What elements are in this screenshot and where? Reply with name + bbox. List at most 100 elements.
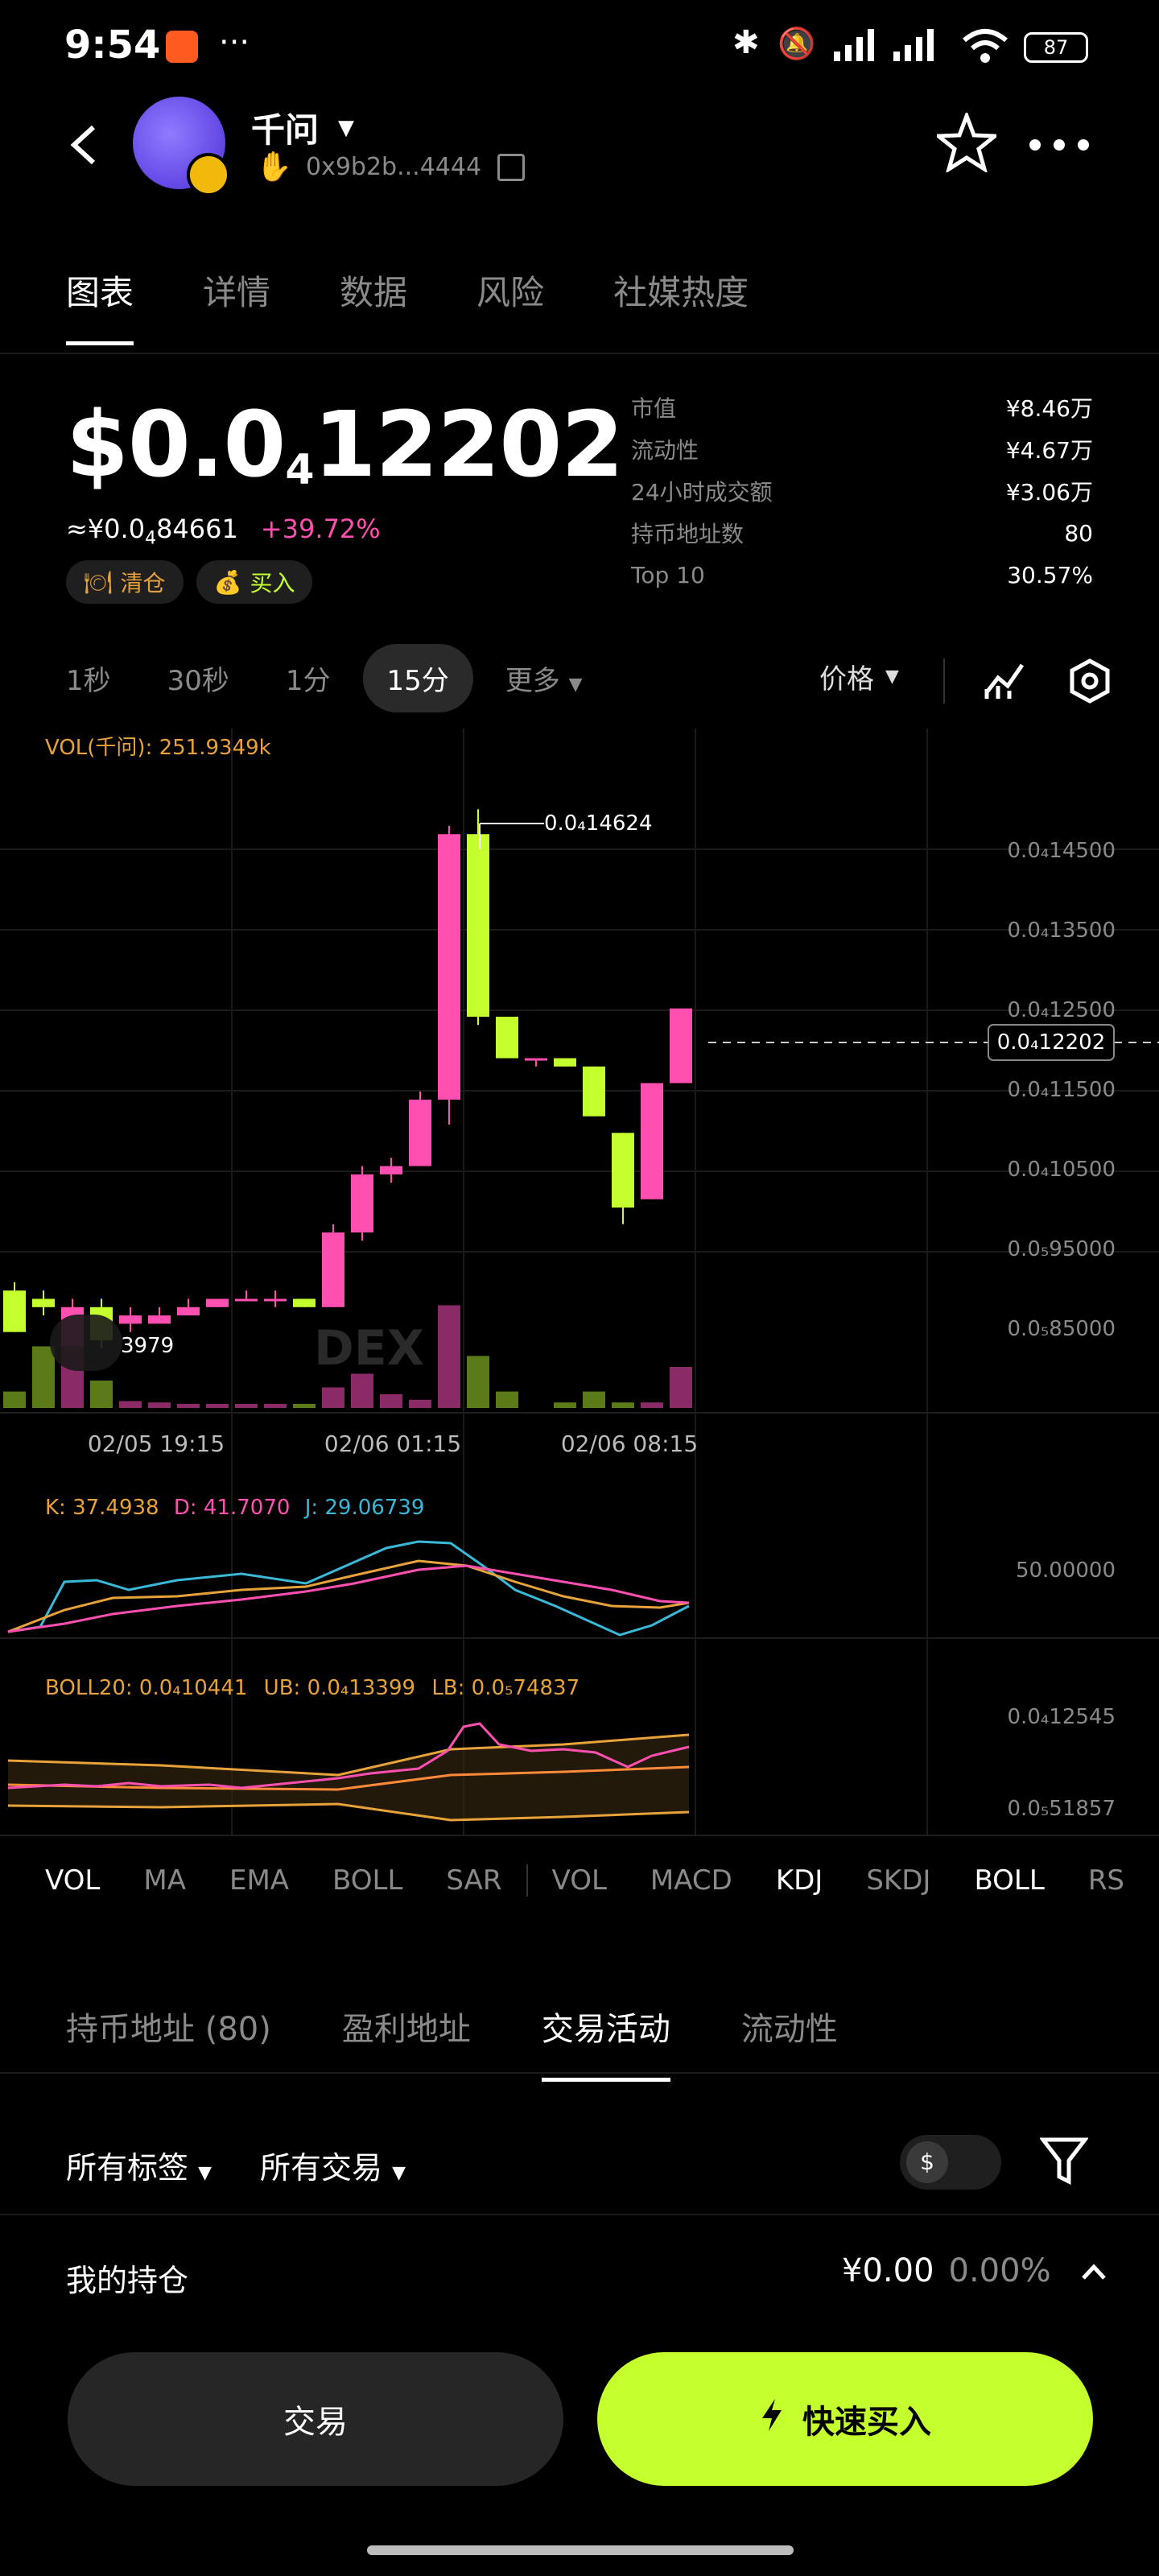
more-options-icon[interactable] [1027, 137, 1091, 156]
interval-1s[interactable]: 1秒 [66, 665, 111, 697]
copy-icon[interactable] [497, 153, 526, 181]
my-holding-value[interactable]: ¥0.00 0.00% [842, 2252, 1107, 2289]
hand-icon: ✋ [256, 151, 292, 184]
indicator-icon[interactable] [984, 660, 1027, 704]
tab-risk[interactable]: 风险 [476, 273, 545, 312]
vol-tick-label: 3979 [121, 1334, 174, 1358]
dollar-icon: $ [906, 2141, 948, 2183]
money-bag-icon: 💰 [213, 568, 242, 596]
clear-position-tag[interactable]: 🍽 清仓 [66, 560, 184, 604]
indicator-kdj[interactable]: KDJ [775, 1864, 823, 1897]
quick-buy-button[interactable]: 快速买入 [597, 2352, 1093, 2486]
y-axis-labels: 0.0₄14500 0.0₄13500 0.0₄12500 0.0₄11500 … [1008, 839, 1116, 1341]
candle-body [612, 1133, 634, 1208]
candles [3, 809, 692, 1365]
high-label: 0.0₄14624 [544, 811, 652, 836]
tab-social[interactable]: 社媒热度 [613, 273, 749, 312]
volume-bar [612, 1402, 634, 1408]
interval-15m[interactable]: 15分 [362, 644, 473, 712]
trade-button[interactable]: 交易 [68, 2352, 563, 2486]
stat-volume-24h: 24小时成交额 ¥3.06万 [631, 479, 1093, 506]
candle-body [177, 1307, 200, 1316]
y-tick: 0.0₄13500 [1008, 919, 1116, 943]
candle-body [467, 834, 489, 1017]
price-chart[interactable]: VOL(千问): 251.9349k 0.0₄14624 0.0₄12202 0… [0, 729, 1159, 1839]
indicator-macd[interactable]: MACD [650, 1864, 732, 1897]
kdj-k-line [7, 1559, 690, 1633]
chevron-down-icon: ▼ [198, 2163, 212, 2183]
volume-bar [119, 1401, 142, 1408]
kdj-y-label: 50.00000 [1016, 1558, 1116, 1583]
divider [526, 1864, 528, 1897]
holding-pct: 0.00% [948, 2252, 1051, 2289]
candle-body [380, 1166, 402, 1174]
candle-body [351, 1174, 373, 1232]
indicator-vol-sub[interactable]: VOL [551, 1864, 607, 1897]
watermark-text: DEX [314, 1320, 424, 1377]
y-tick: 0.0₄12500 [1008, 998, 1116, 1022]
indicator-ema[interactable]: EMA [229, 1864, 290, 1897]
candle-body [496, 1017, 518, 1059]
buy-tag[interactable]: 💰 买入 [196, 560, 313, 604]
indicator-ma[interactable]: MA [143, 1864, 186, 1897]
more-notifications-icon: ··· [219, 24, 250, 61]
tab-profit-addresses[interactable]: 盈利地址 [341, 2011, 471, 2048]
candle-body [3, 1290, 26, 1332]
chevron-down-icon: ▼ [392, 2163, 406, 2183]
status-time: 9:54 [64, 23, 161, 68]
chevron-down-icon: ▼ [338, 115, 355, 140]
currency-toggle[interactable]: $ [900, 2135, 1001, 2190]
my-holding-label: 我的持仓 [66, 2263, 189, 2298]
volume-bar [322, 1387, 344, 1408]
volume-bar [467, 1356, 489, 1408]
candle-body [264, 1298, 287, 1302]
x-tick: 02/06 08:15 [561, 1430, 698, 1457]
tab-details[interactable]: 详情 [203, 273, 271, 312]
volume-bar [177, 1403, 200, 1408]
current-price-box [988, 1024, 1115, 1061]
filter-trades[interactable]: 所有交易 ▼ [260, 2150, 406, 2186]
volume-bars [3, 1305, 692, 1408]
boll-y-label: 0.0₅51857 [1008, 1797, 1116, 1821]
y-tick: 0.0₄14500 [1008, 839, 1116, 863]
candle-body [554, 1058, 576, 1067]
mute-icon: 🔕 [777, 26, 816, 61]
interval-more[interactable]: 更多 ▼ [505, 665, 583, 697]
indicator-rsi[interactable]: RS [1087, 1864, 1125, 1897]
x-tick: 02/06 01:15 [324, 1430, 461, 1457]
indicator-boll-sub[interactable]: BOLL [974, 1864, 1045, 1897]
status-bar: 9:54 ··· ✱ 🔕 87 [0, 0, 1159, 97]
indicator-skdj[interactable]: SKDJ [866, 1864, 931, 1897]
tab-liquidity[interactable]: 流动性 [740, 2011, 838, 2048]
filter-funnel-icon[interactable] [1038, 2135, 1090, 2190]
settings-hexagon-icon[interactable] [1067, 658, 1112, 707]
tab-data[interactable]: 数据 [340, 273, 408, 312]
watermark-badge [50, 1315, 122, 1371]
candle-body [525, 1058, 547, 1061]
filter-tags[interactable]: 所有标签 ▼ [66, 2150, 212, 2186]
favorite-star-icon[interactable] [933, 109, 1000, 175]
boll-ub-line [7, 1733, 690, 1777]
tab-chart[interactable]: 图表 [66, 266, 134, 345]
indicator-boll[interactable]: BOLL [332, 1864, 403, 1897]
chain-badge-icon [187, 153, 230, 196]
divider [0, 2072, 1159, 2074]
indicator-sar[interactable]: SAR [446, 1864, 502, 1897]
main-tabs: 图表 详情 数据 风险 社媒热度 [66, 266, 749, 345]
indicator-tabs: VOL MA EMA BOLL SAR VOL MACD KDJ SKDJ BO… [45, 1864, 1159, 1897]
token-selector[interactable]: 千问 ▼ [251, 103, 354, 152]
interval-1m[interactable]: 1分 [285, 665, 331, 697]
interval-30s[interactable]: 30秒 [167, 665, 229, 697]
interval-selector: 1秒 30秒 1分 15分 更多 ▼ [66, 644, 639, 712]
tab-holders[interactable]: 持币地址 (80) [66, 2011, 271, 2048]
candle-body [206, 1298, 229, 1307]
tab-trade-activity[interactable]: 交易活动 [541, 2003, 670, 2082]
wifi-icon [961, 27, 1009, 68]
candle-body [119, 1315, 142, 1324]
price-mode-select[interactable]: 价格 ▼ [819, 663, 899, 696]
indicator-vol[interactable]: VOL [45, 1864, 101, 1897]
back-button[interactable] [64, 121, 105, 169]
candle-body [409, 1100, 431, 1166]
chevron-up-icon [1080, 2252, 1107, 2289]
lightning-icon [759, 2397, 785, 2441]
